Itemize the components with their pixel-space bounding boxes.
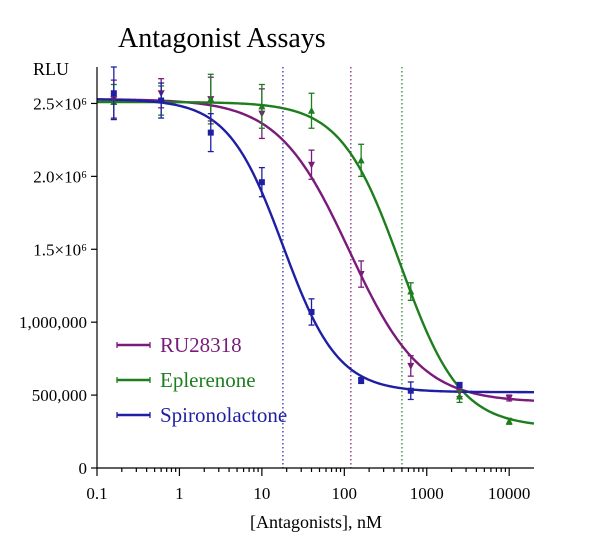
y-tick-label: 2.5×10⁶ (33, 94, 87, 113)
chart-title: Antagonist Assays (118, 23, 326, 54)
x-tick-label: 10 (253, 484, 270, 503)
x-tick-label: 1 (175, 484, 184, 503)
data-point (505, 395, 513, 403)
y-tick-label: 0 (79, 459, 88, 478)
data-point (407, 287, 415, 295)
data-point (357, 156, 365, 164)
data-point (207, 95, 215, 103)
data-point (308, 161, 316, 169)
x-tick-label: 0.1 (86, 484, 107, 503)
legend-label: Eplerenone (160, 368, 256, 392)
data-point (258, 179, 265, 186)
y-axis-ticks: 0 500,000 1,000,000 1.5×10⁶ 2.0×10⁶ 2.5×10⁶ (19, 94, 97, 478)
x-tick-label: 10000 (488, 484, 531, 503)
data-point (207, 129, 214, 136)
data-point (110, 90, 117, 97)
data-point (308, 106, 316, 114)
legend-label: Spironolactone (160, 403, 287, 427)
y-axis-label: RLU (33, 59, 69, 79)
data-point (505, 417, 513, 425)
data-point (358, 377, 365, 384)
x-axis-label: [Antagonists], nM (250, 512, 382, 532)
data-point (456, 392, 464, 400)
y-tick-label: 2.0×10⁶ (33, 167, 87, 186)
legend-label: RU28318 (160, 333, 242, 357)
data-point (308, 308, 315, 315)
data-point (407, 362, 415, 370)
y-tick-label: 1.5×10⁶ (33, 240, 87, 259)
data-point (357, 271, 365, 279)
data-point (258, 102, 266, 110)
y-tick-label: 500,000 (32, 386, 87, 405)
data-points (110, 66, 513, 425)
y-tick-label: 1,000,000 (19, 313, 87, 332)
data-point (407, 387, 414, 394)
x-tick-label: 1000 (410, 484, 444, 503)
data-point (456, 381, 463, 388)
x-tick-label: 100 (332, 484, 358, 503)
x-axis-ticks: 0.1 1 10 100 1000 10000 (86, 468, 530, 503)
ic50-reference-lines (282, 67, 403, 468)
legend: RU28318 Eplerenone Spironolactone (116, 333, 287, 427)
data-point (158, 97, 165, 104)
